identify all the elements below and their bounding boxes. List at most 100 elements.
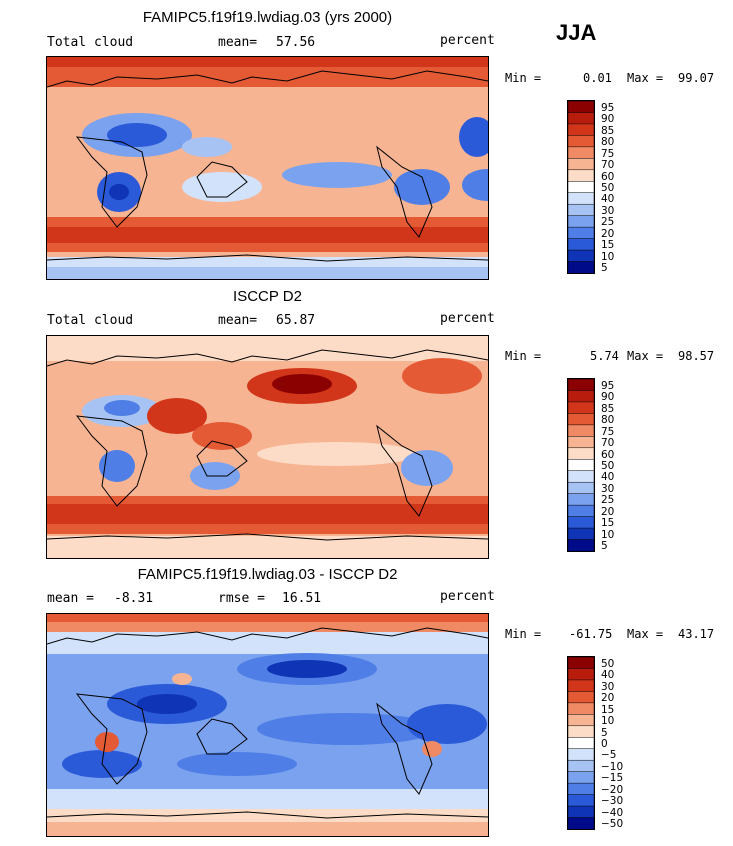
panel3-colorbar-tick-label: 40 [601, 669, 615, 682]
panel1-colorbar-tick-label: 25 [601, 216, 615, 229]
panel3-colorbar-segment [568, 668, 594, 681]
panel1-colorbar-tick-label: 50 [601, 182, 615, 194]
panel1-min-label: Min = [505, 71, 542, 85]
panel2-max-label: Max = [627, 349, 664, 363]
panel3-rmse-value: 16.51 [282, 591, 322, 606]
panel1-colorbar-segment [568, 249, 594, 263]
panel2-variable-label: Total cloud [47, 313, 134, 328]
panel1-colorbar-segment [568, 215, 594, 228]
panel2-colorbar-segment [568, 424, 594, 438]
panel1-colorbar-segment [568, 101, 594, 114]
panel1-colorbar-segment [568, 261, 594, 273]
panel1-colorbar-segment [568, 112, 594, 125]
panel3-colorbar-tick-label: −5 [601, 749, 617, 762]
panel1-max-value: 99.07 [678, 71, 715, 85]
panel1-variable-label: Total cloud [47, 35, 134, 50]
panel1-colorbar-tick-label: 5 [601, 262, 608, 275]
panel3-colorbar-segment [568, 817, 594, 829]
panel2-colorbar-tick-label: 90 [601, 391, 615, 404]
panel2-colorbar-segment [568, 470, 594, 483]
panel1-colorbar-segment [568, 158, 594, 171]
panel1-colorbar-tick-label: 85 [601, 124, 615, 137]
panel3-colorbar-tick-label: 50 [601, 657, 615, 670]
panel3-colorbar-tick-label: −30 [601, 795, 624, 808]
panel3-colorbar-tick-label: −15 [601, 772, 624, 785]
panel1-colorbar-segment [568, 203, 594, 217]
panel1-mean-label: mean= [218, 35, 258, 50]
panel3-colorbar-tick-label: 5 [601, 726, 608, 739]
panel2-colorbar [567, 378, 595, 552]
panel3-colorbar-segment [568, 805, 594, 819]
panel3-colorbar-tick-label: −50 [601, 818, 624, 831]
panel3-colorbar-segment [568, 657, 594, 670]
panel3-colorbar-segment [568, 679, 594, 693]
panel3-colorbar-tick-label: 15 [601, 703, 615, 716]
panel3-min-value: -61.75 [569, 627, 613, 641]
panel3-colorbar [567, 656, 595, 830]
panel3-mean-value: -8.31 [114, 591, 154, 606]
panel3-max-label: Max = [627, 627, 664, 641]
panel1-title: FAMIPC5.f19f19.lwdiag.03 (yrs 2000) [142, 9, 393, 26]
panel2-colorbar-tick-label: 80 [601, 414, 615, 427]
panel3-colorbar-tick-label: −40 [601, 806, 624, 819]
panel1-colorbar-tick-label: 80 [601, 136, 615, 149]
panel1-colorbar-tick-label: 60 [601, 170, 615, 183]
panel3-units: percent [440, 589, 495, 604]
panel2-colorbar-tick-label: 30 [601, 482, 615, 495]
panel2-mean-value: 65.87 [276, 313, 316, 328]
panel1-colorbar-tick-label: 15 [601, 239, 615, 252]
panel1-colorbar-tick-label: 10 [601, 250, 615, 263]
panel2-colorbar-tick-label: 75 [601, 425, 615, 438]
panel2-min-label: Min = [505, 349, 542, 363]
panel1-min-value: 0.01 [583, 71, 612, 85]
panel2-colorbar-segment [568, 459, 594, 472]
panel2-max-value: 98.57 [678, 349, 715, 363]
panel3-colorbar-segment [568, 691, 594, 704]
panel3-colorbar-tick-label: −10 [601, 760, 624, 773]
panel1-mean-value: 57.56 [276, 35, 316, 50]
panel3-colorbar-segment [568, 759, 594, 773]
panel2-colorbar-tick-label: 50 [601, 460, 615, 472]
panel2-colorbar-tick-label: 10 [601, 528, 615, 541]
panel1-colorbar-segment [568, 226, 594, 240]
panel2-colorbar-segment [568, 379, 594, 392]
panel2-colorbar-tick-label: 20 [601, 505, 615, 518]
panel2-colorbar-tick-label: 25 [601, 494, 615, 507]
panel3-title: FAMIPC5.f19f19.lwdiag.03 - ISCCP D2 [137, 566, 398, 583]
panel3-colorbar-segment [568, 737, 594, 750]
panel2-colorbar-tick-label: 85 [601, 402, 615, 415]
panel3-colorbar-segment [568, 714, 594, 727]
panel2-colorbar-tick-label: 70 [601, 437, 615, 450]
panel2-colorbar-tick-label: 40 [601, 471, 615, 484]
panel1-max-label: Max = [627, 71, 664, 85]
panel2-mean-label: mean= [218, 313, 258, 328]
panel3-colorbar-tick-label: 30 [601, 680, 615, 693]
panel1-colorbar-segment [568, 123, 594, 137]
panel1-colorbar-tick-label: 75 [601, 147, 615, 160]
panel2-colorbar-segment [568, 436, 594, 449]
panel3-colorbar-segment [568, 702, 594, 716]
panel3-max-value: 43.17 [678, 627, 715, 641]
panel2-colorbar-tick-label: 60 [601, 448, 615, 461]
panel1-colorbar-tick-label: 95 [601, 101, 615, 114]
panel2-colorbar-segment [568, 493, 594, 506]
panel3-map [46, 613, 489, 837]
panel3-min-label: Min = [505, 627, 542, 641]
panel2-map [46, 335, 489, 559]
panel3-colorbar-segment [568, 771, 594, 784]
panel1-colorbar-tick-label: 40 [601, 193, 615, 206]
panel2-colorbar-segment [568, 413, 594, 426]
panel2-colorbar-segment [568, 390, 594, 403]
panel2-colorbar-segment [568, 516, 594, 529]
panel1-colorbar-tick-label: 20 [601, 227, 615, 240]
panel3-colorbar-tick-label: 0 [601, 738, 608, 750]
panel2-colorbar-tick-label: 15 [601, 517, 615, 530]
panel3-colorbar-tick-label: 10 [601, 715, 615, 728]
panel1-colorbar-tick-label: 70 [601, 159, 615, 172]
panel2-colorbar-segment [568, 527, 594, 541]
panel3-mean-label: mean = [47, 591, 94, 606]
panel3-colorbar-tick-label: −20 [601, 783, 624, 796]
panel3-colorbar-segment [568, 748, 594, 761]
panel1-colorbar [567, 100, 595, 274]
panel1-colorbar-segment [568, 135, 594, 148]
